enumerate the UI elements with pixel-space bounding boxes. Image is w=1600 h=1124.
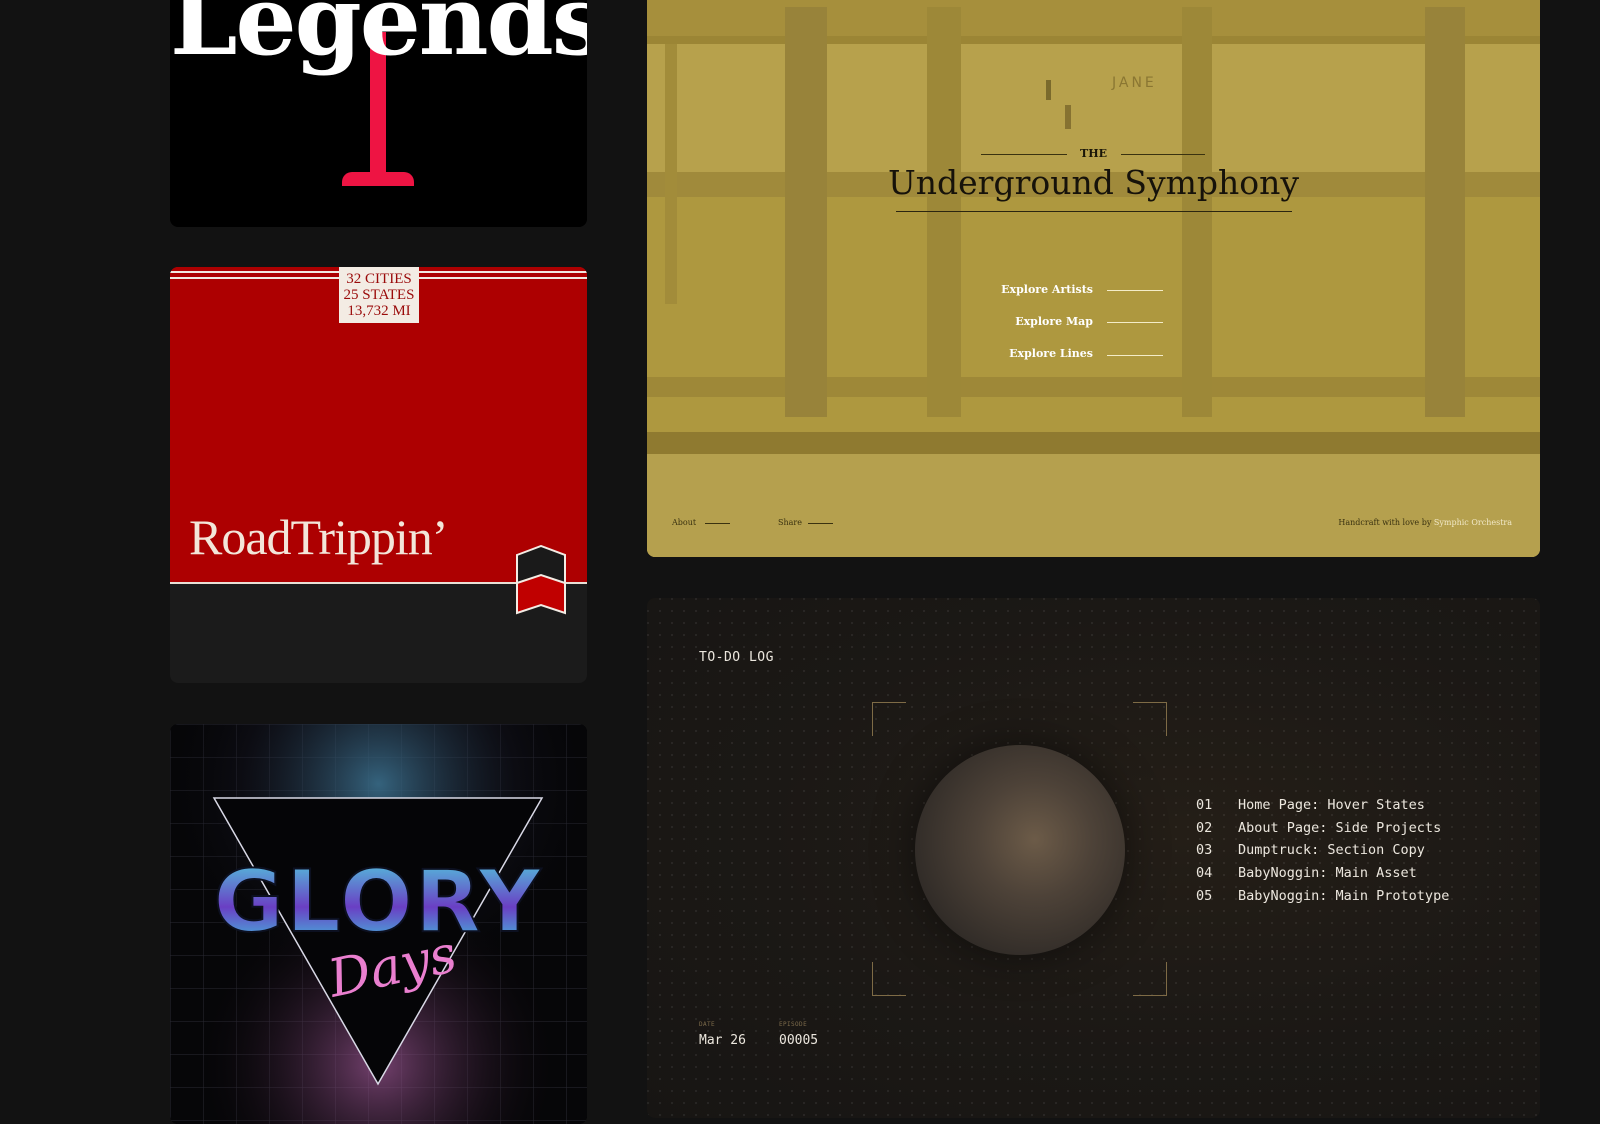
list-item: 05 BabyNoggin: Main Prototype: [1196, 887, 1450, 904]
roadtrippin-project-card[interactable]: 32 CITIES 25 STATES 13,732 MI RoadTrippi…: [170, 267, 587, 683]
svg-text:JANE: JANE: [1111, 75, 1157, 91]
credit-prefix: Handcraft with love by: [1338, 518, 1432, 527]
roadtrippin-stats-badge: 32 CITIES 25 STATES 13,732 MI: [339, 267, 419, 323]
underground-symphony-project-card[interactable]: JANE THE Underground Symphony Explore Ar…: [647, 0, 1540, 557]
glory-title: GLORY: [213, 852, 542, 952]
sphere-graphic: [915, 745, 1125, 955]
explore-map-rule: [1107, 322, 1163, 323]
stat-states: 25 STATES: [343, 287, 415, 303]
roadtrippin-title: RoadTrippin’: [189, 509, 448, 565]
explore-artists-link[interactable]: Explore Artists: [1001, 283, 1093, 296]
explore-lines-link[interactable]: Explore Lines: [1009, 347, 1093, 360]
episode-label: EPISODE: [779, 1021, 808, 1028]
list-item: 01 Home Page: Hover States: [1196, 797, 1425, 813]
title-underline: [896, 211, 1292, 212]
title-rule-left: [981, 154, 1067, 155]
episode-value: 00005: [779, 1033, 819, 1048]
explore-map-link[interactable]: Explore Map: [1015, 315, 1093, 328]
legends-project-card[interactable]: Legends: [170, 0, 587, 227]
list-item: 03 Dumptruck: Section Copy: [1196, 842, 1425, 859]
glory-days-artwork: GLORY Days: [170, 724, 587, 1124]
list-item: 04 BabyNoggin: Main Asset: [1196, 865, 1417, 882]
legends-red-glyph-foot: [342, 172, 414, 186]
explore-lines-rule: [1107, 355, 1163, 356]
todo-list: 01 Home Page: Hover States 02 About Page: …: [1196, 794, 1449, 908]
share-link[interactable]: Share: [778, 518, 802, 527]
credit-name-link[interactable]: Symphic Orchestra: [1433, 518, 1512, 527]
stat-miles: 13,732 MI: [347, 303, 411, 319]
frame-corner-bottom-right: [1133, 962, 1167, 996]
frame-corner-top-right: [1133, 702, 1167, 736]
explore-artists-rule: [1107, 290, 1163, 291]
title-rule-right: [1121, 154, 1205, 155]
todo-log-card[interactable]: TO-DO LOG 01 Home Page: Hover States 02 Ab…: [647, 598, 1540, 1118]
glory-days-project-card[interactable]: GLORY Days: [170, 724, 587, 1124]
about-rule: [705, 523, 730, 524]
frame-corner-bottom-left: [872, 962, 906, 996]
stat-cities: 32 CITIES: [346, 271, 412, 287]
date-label: DATE: [699, 1021, 716, 1028]
date-value: Mar 26: [699, 1033, 746, 1048]
frame-corner-top-left: [872, 702, 906, 736]
credit-line: Handcraft with love by Symphic Orchestra: [1338, 518, 1512, 527]
bookmark-flag-icon: [516, 545, 566, 615]
symphony-eyebrow: THE: [1080, 147, 1107, 160]
list-item: 02 About Page: Side Projects: [1196, 819, 1442, 836]
legends-title: Legends: [170, 0, 587, 77]
symphony-title: Underground Symphony: [887, 163, 1300, 202]
share-rule: [808, 523, 833, 524]
todo-log-title: TO-DO LOG: [699, 650, 774, 665]
subway-station-photo: JANE: [647, 0, 1540, 557]
legends-red-glyph: [370, 32, 386, 182]
about-link[interactable]: About: [672, 518, 697, 527]
